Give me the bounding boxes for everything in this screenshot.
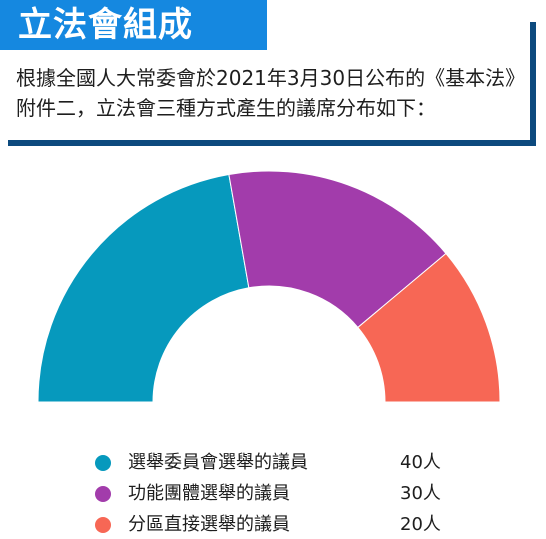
chart-slice: [357, 252, 501, 403]
page-title: 立法會組成: [18, 5, 193, 45]
legend-item: 分區直接選舉的議員 20人: [95, 510, 495, 539]
legend-label: 分區直接選舉的議員: [128, 514, 290, 535]
title-banner: 立法會組成: [0, 0, 267, 50]
chart-slice: [228, 170, 447, 329]
legend-value: 30人: [400, 483, 441, 504]
chart-slice: [37, 173, 250, 403]
legend-value: 20人: [400, 514, 441, 535]
legend-swatch: [95, 455, 111, 471]
intro-text: 根據全國人大常委會於2021年3月30日公布的《基本法》附件二，立法會三種方式產…: [16, 66, 526, 120]
semi-donut-chart: [37, 170, 501, 403]
intro-panel: [8, 22, 536, 146]
chart-legend: 選舉委員會選舉的議員 40人 功能團體選舉的議員 30人 分區直接選舉的議員 2…: [95, 448, 495, 539]
legend-value: 40人: [400, 452, 441, 473]
legend-label: 功能團體選舉的議員: [128, 483, 290, 504]
legend-swatch: [95, 486, 111, 502]
legend-label: 選舉委員會選舉的議員: [128, 452, 308, 473]
legend-item: 選舉委員會選舉的議員 40人: [95, 448, 495, 479]
legend-swatch: [95, 517, 111, 533]
legend-item: 功能團體選舉的議員 30人: [95, 479, 495, 510]
